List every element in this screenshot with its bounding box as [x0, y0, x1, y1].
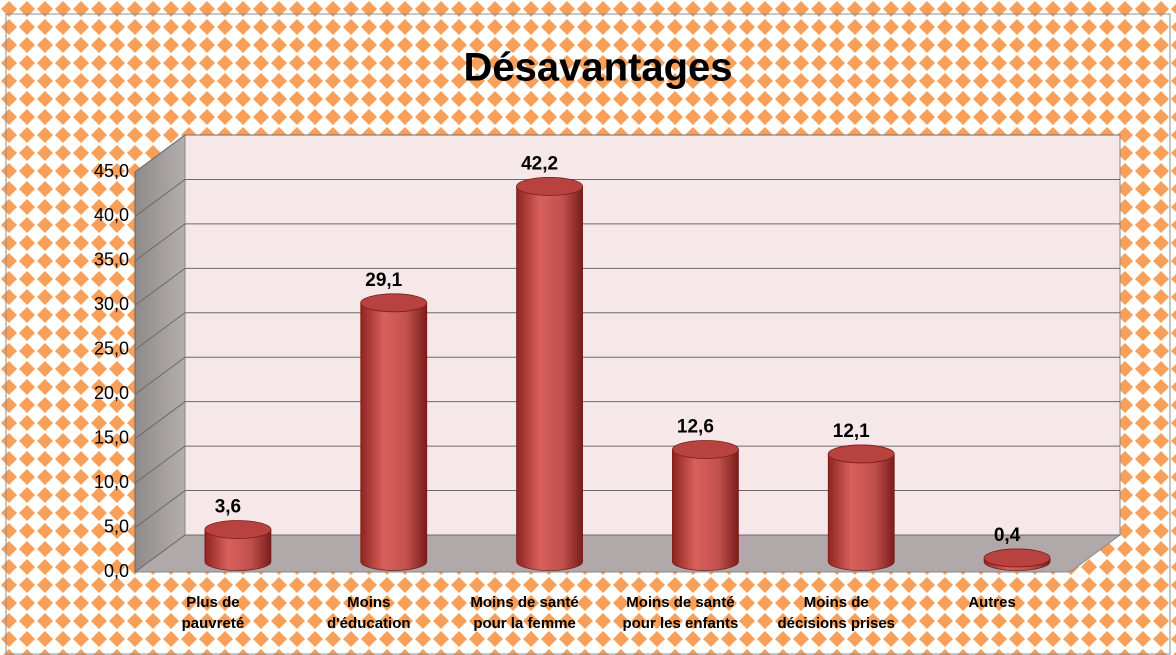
- y-tick-label: 40,0: [94, 205, 129, 225]
- bar-top: [827, 444, 895, 464]
- y-tick-label: 30,0: [94, 294, 129, 314]
- x-tick-label: Moins de décisions prises: [777, 594, 896, 632]
- y-tick-label: 10,0: [94, 472, 129, 492]
- y-tick-label: 0,0: [104, 561, 129, 581]
- bar-top: [204, 520, 272, 539]
- grid-line: [134, 490, 1120, 528]
- bar: [204, 529, 272, 571]
- bar-top: [516, 176, 583, 196]
- x-tick-label: Moins d'éducation: [326, 594, 411, 632]
- grid-line: [134, 312, 1120, 351]
- y-tick-label: 25,0: [94, 339, 129, 359]
- grid-line: [134, 445, 1120, 484]
- bar: [827, 453, 895, 571]
- floor: [133, 534, 1122, 573]
- bar: [360, 302, 428, 571]
- grid-line: [134, 178, 1120, 217]
- value-label: 42,2: [521, 153, 558, 174]
- value-label: 12,1: [833, 421, 870, 442]
- x-tick-label: Moins de santé pour les enfants: [622, 594, 739, 632]
- y-tick-label: 20,0: [94, 383, 129, 403]
- value-label: 29,1: [365, 270, 402, 291]
- grid-line: [134, 401, 1120, 440]
- value-label: 0,4: [994, 525, 1021, 546]
- grid-line: [134, 356, 1120, 395]
- bar: [516, 185, 583, 571]
- value-label: 12,6: [677, 417, 714, 438]
- x-tick-label: Moins de santé pour la femme: [470, 594, 579, 632]
- grid-line: [134, 534, 1120, 573]
- chart-title: Désavantages: [463, 46, 732, 90]
- back-wall: [184, 134, 1121, 536]
- y-tick-label: 35,0: [94, 250, 129, 270]
- y-tick-label: 45,0: [94, 161, 129, 181]
- bar: [672, 449, 739, 571]
- y-tick-label: 5,0: [104, 516, 129, 536]
- side-wall: [134, 134, 186, 573]
- value-label: 3,6: [215, 497, 241, 518]
- x-tick-label: Autres: [968, 594, 1016, 611]
- chart-border: [5, 13, 1171, 655]
- x-tick-label: Plus de pauvreté: [181, 594, 245, 632]
- y-tick-label: 15,0: [94, 427, 129, 447]
- bar-top: [672, 440, 739, 459]
- bar-top: [360, 293, 428, 313]
- grid-line: [134, 134, 1120, 173]
- bar-top: [983, 548, 1051, 568]
- grid-line: [134, 267, 1120, 306]
- grid-line: [134, 223, 1120, 262]
